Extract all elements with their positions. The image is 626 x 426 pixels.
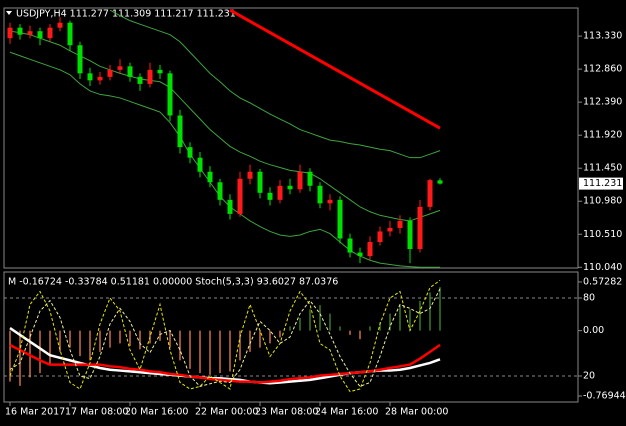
x-tick-label: 23 Mar 08:00	[255, 407, 318, 418]
indicator-line	[9, 279, 441, 393]
candle-body	[7, 27, 13, 39]
price-marker-box	[579, 177, 623, 190]
candle-body	[437, 180, 443, 184]
candle-body	[217, 182, 223, 200]
x-tick-label: 20 Mar 16:00	[125, 407, 188, 418]
candle-body	[387, 227, 393, 232]
candle-body	[377, 231, 383, 242]
indicator-line	[9, 51, 440, 268]
candle-body	[357, 252, 363, 257]
x-tick-label: 16 Mar 2017	[5, 407, 65, 418]
candle-body	[67, 22, 73, 46]
candle-body	[237, 178, 243, 214]
y-tick-label: 110.510	[583, 229, 622, 240]
candle-body	[287, 185, 293, 190]
candle-body	[167, 73, 173, 116]
y-tick-label: 0.57282	[583, 276, 622, 287]
candle-body	[77, 45, 83, 74]
indicator-line	[229, 8, 441, 130]
candle-body	[317, 185, 323, 204]
candle-body	[257, 171, 263, 193]
candle-body	[427, 180, 433, 207]
x-tick-label: 22 Mar 00:00	[195, 407, 258, 418]
candle-body	[197, 157, 203, 172]
candle-body	[207, 171, 213, 183]
candle-body	[247, 171, 253, 179]
menu-arrow[interactable]	[6, 11, 12, 15]
indicator-line	[9, 30, 441, 222]
candle-body	[117, 66, 123, 70]
candle-body	[397, 220, 403, 228]
y-tick-label: 111.450	[583, 163, 622, 174]
x-tick-label: 28 Mar 00:00	[385, 407, 448, 418]
candle-body	[307, 171, 313, 186]
y-tick-label: 110.980	[583, 196, 622, 207]
indicator-line	[9, 288, 441, 388]
candle-body	[57, 22, 63, 28]
candle-body	[157, 69, 163, 74]
candle-body	[107, 69, 113, 77]
main-panel	[3, 7, 579, 269]
candle-body	[367, 242, 373, 257]
y-tick-label: -0.76944	[583, 391, 626, 402]
y-tick-label: 111.920	[583, 130, 622, 141]
candle-body	[347, 238, 353, 253]
x-tick-label: 24 Mar 16:00	[315, 407, 378, 418]
price-marker: 111.231	[583, 178, 622, 189]
candle-body	[147, 69, 153, 84]
candle-body	[407, 220, 413, 250]
candle-body	[267, 192, 273, 200]
candle-body	[187, 147, 193, 158]
y-tick-label: 112.860	[583, 64, 622, 75]
indicator-line	[9, 327, 441, 385]
y-tick-label: 0.00	[583, 325, 604, 336]
candle-body	[97, 76, 103, 81]
candle-body	[337, 199, 343, 239]
candle-body	[417, 206, 423, 250]
candle-body	[177, 115, 183, 148]
candle-body	[327, 199, 333, 204]
indicator-title: M -0.16724 -0.33784 0.51181 0.00000 Stoc…	[8, 277, 338, 288]
candle-body	[297, 171, 303, 190]
candle-body	[137, 76, 143, 84]
x-tick-label: 17 Mar 08:00	[65, 407, 128, 418]
candle-body	[47, 27, 53, 39]
candle-body	[27, 31, 33, 35]
chart-title: USDJPY,H4 111.277 111.309 111.217 111.23…	[16, 9, 236, 20]
y-tick-label: 110.040	[583, 262, 622, 273]
candle-body	[17, 27, 23, 35]
y-tick-label: 80	[583, 293, 595, 304]
y-tick-label: 112.390	[583, 97, 622, 108]
y-tick-label: 113.330	[583, 31, 622, 42]
indicator-line	[9, 343, 441, 384]
candle-body	[87, 73, 93, 81]
indicator-line	[109, 9, 441, 159]
candle-body	[127, 66, 133, 77]
y-tick-label: 20	[583, 371, 595, 382]
indicator-panel	[3, 271, 579, 403]
candle-body	[227, 199, 233, 214]
candle-body	[37, 31, 43, 39]
candle-body	[277, 185, 283, 200]
